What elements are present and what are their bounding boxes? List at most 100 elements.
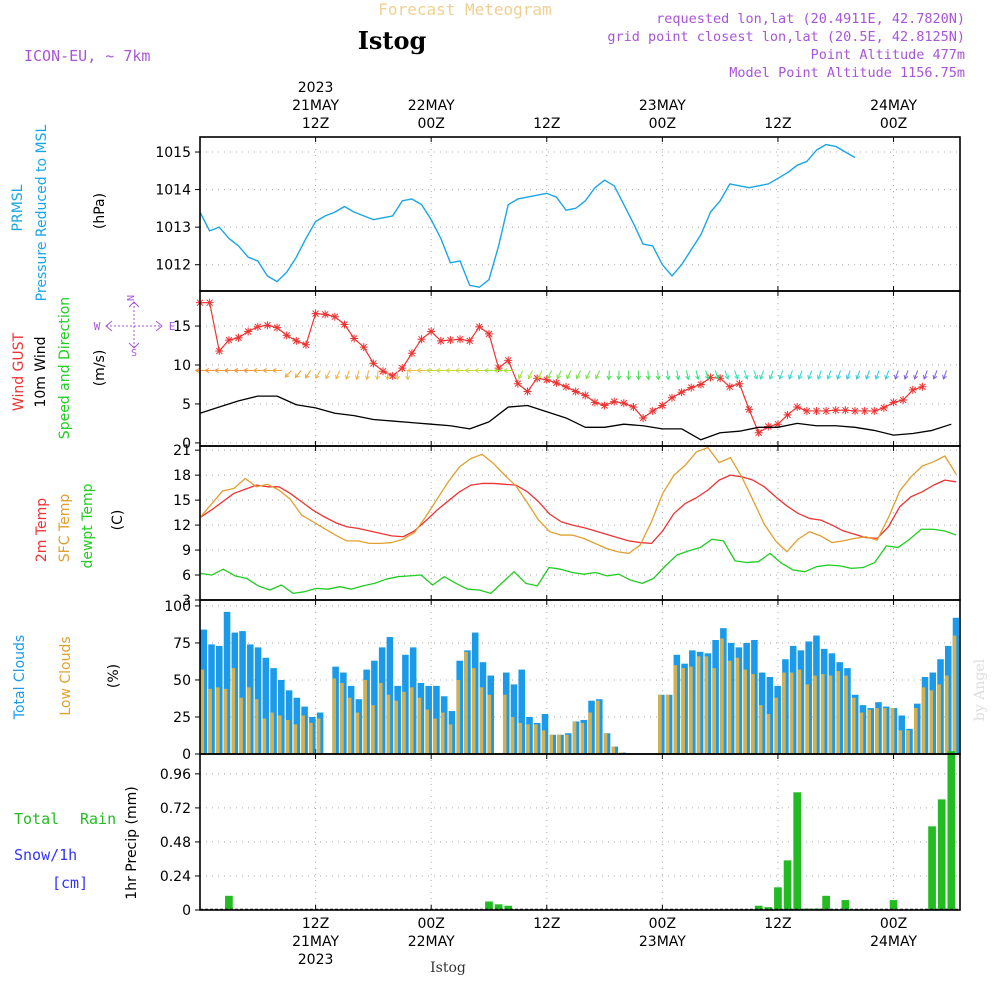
wind-direction-arrow xyxy=(759,370,764,380)
wind-direction-arrow xyxy=(528,370,533,379)
wind-arrow-head xyxy=(252,367,258,373)
wind-direction-arrow xyxy=(827,370,832,380)
wind-arrow-head xyxy=(826,374,832,380)
wind-direction-arrow xyxy=(576,370,581,379)
temp-dewpt-label: dewpt Temp xyxy=(80,483,96,568)
low-cloud-bar xyxy=(363,679,367,754)
wind-arrow-head xyxy=(884,374,890,380)
wind-direction-arrow xyxy=(846,370,851,380)
panel-frame xyxy=(199,290,961,447)
bottom-axis-label: 00Z xyxy=(649,916,676,932)
gust-marker xyxy=(446,336,455,345)
low-cloud-bar xyxy=(440,712,445,754)
gust-marker xyxy=(475,322,484,331)
wind-arrow-head xyxy=(874,374,880,380)
gust-marker xyxy=(407,349,416,358)
wind-direction-arrow xyxy=(724,370,729,380)
gust-marker xyxy=(812,406,821,415)
low-cloud-bar xyxy=(836,671,841,754)
wind-direction-arrow xyxy=(585,370,591,379)
gust-marker xyxy=(398,364,407,373)
gust-marker xyxy=(427,327,436,336)
wind-arrow-head xyxy=(426,367,431,373)
wind-speed-dir-label: Speed and Direction xyxy=(57,297,73,439)
wind-arrow-head xyxy=(305,373,310,379)
wind-direction-arrow xyxy=(798,370,803,380)
wind-arrow-head xyxy=(335,374,340,380)
wind-arrow-head xyxy=(675,375,681,381)
y-tick-label: 100 xyxy=(164,599,191,615)
low-cloud-bar xyxy=(247,687,251,754)
low-cloud-bar xyxy=(479,687,484,754)
low-cloud-bar xyxy=(712,668,716,754)
gust-marker xyxy=(793,403,802,412)
gust-marker xyxy=(889,398,898,407)
rain-bar xyxy=(225,895,233,910)
low-cloud-bar xyxy=(913,708,918,754)
wind-arrow-head xyxy=(768,374,774,380)
low-cloud-bar xyxy=(293,724,298,754)
wind-arrow-head xyxy=(395,375,401,381)
gust-marker xyxy=(350,334,359,343)
gust-marker xyxy=(667,393,676,402)
low-cloud-bar xyxy=(704,656,709,754)
wind-arrow-head xyxy=(194,367,200,373)
wind-direction-arrow xyxy=(566,370,572,379)
bottom-axis-label: 24MAY xyxy=(870,934,917,950)
top-axis-label: 22MAY xyxy=(408,98,455,114)
y-tick-label: 75 xyxy=(173,636,191,652)
low-cloud-bar xyxy=(557,734,561,754)
low-cloud-bar xyxy=(270,712,274,754)
wind-direction-arrow xyxy=(366,370,370,380)
low-cloud-bar xyxy=(797,669,802,754)
total-cloud-bar xyxy=(239,631,246,754)
gust-marker xyxy=(619,399,628,408)
rain-bar xyxy=(485,901,493,910)
cloud-unit: (%) xyxy=(106,664,122,688)
bottom-axis-label: 2023 xyxy=(298,952,334,968)
gust-marker xyxy=(677,388,686,397)
precip-unit: 1hr Precip (mm) xyxy=(124,786,140,899)
wind-arrow-head xyxy=(759,374,764,380)
wind-direction-arrow xyxy=(933,370,938,380)
wind-direction-arrow xyxy=(875,370,880,380)
wind-direction-arrow xyxy=(885,370,890,380)
gust-marker xyxy=(301,340,310,349)
wind-arrow-head xyxy=(483,367,489,373)
pressure-label-prmsl: PRMSL xyxy=(10,184,26,231)
wind-arrow-head xyxy=(537,374,542,380)
gust-marker xyxy=(773,420,782,429)
low-cloud-bar xyxy=(813,675,817,754)
gust-marker xyxy=(822,406,831,415)
total-cloud-bar xyxy=(270,668,277,754)
y-tick-label: 50 xyxy=(173,673,191,689)
low-cloud-bar xyxy=(518,722,523,754)
wind-arrow-head xyxy=(355,375,360,381)
wind-arrow-head xyxy=(855,374,861,380)
gust-marker xyxy=(494,364,503,373)
wind-arrow-head xyxy=(284,373,290,378)
wind-direction-arrow xyxy=(685,370,689,380)
wind-arrow-head xyxy=(556,374,562,380)
rain-bar xyxy=(937,799,946,910)
wind-direction-arrow xyxy=(376,370,379,380)
panel-0: 1012 1013 1014 1015 xyxy=(155,137,960,291)
wind-arrow-head xyxy=(214,367,219,373)
low-cloud-bar xyxy=(689,666,693,754)
wind-direction-arrow xyxy=(547,370,553,379)
gust-marker xyxy=(639,413,648,422)
wind-direction-arrow xyxy=(695,370,699,380)
wind-direction-arrow xyxy=(315,370,321,379)
gust-marker xyxy=(908,385,917,394)
low-cloud-bar xyxy=(433,718,437,754)
gust-line xyxy=(200,302,923,434)
wind-direction-arrow xyxy=(942,370,947,380)
rain-bar xyxy=(793,792,802,910)
gust-marker xyxy=(224,336,233,345)
low-cloud-bar xyxy=(347,697,352,754)
low-cloud-bar xyxy=(727,660,732,754)
low-cloud-bar xyxy=(603,733,608,754)
closest-gridpoint: grid point closest lon,lat (20.5E, 42.81… xyxy=(607,29,965,45)
low-cloud-bar xyxy=(828,675,833,754)
wind-direction-arrow xyxy=(705,370,709,380)
